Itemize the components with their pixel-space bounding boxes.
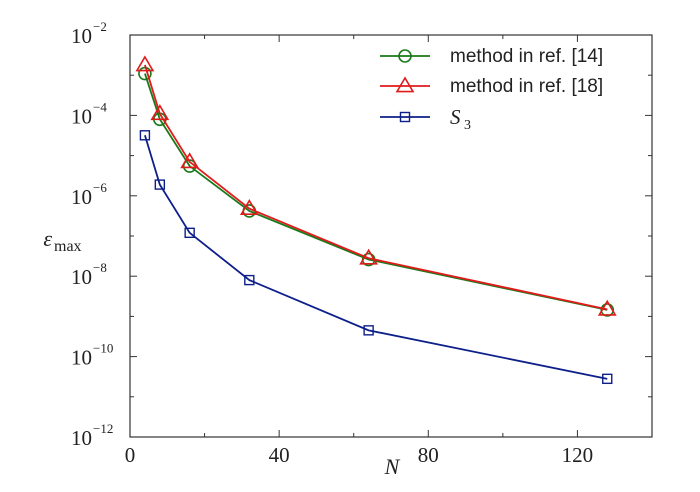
legend: method in ref. [14] method in ref. [18] S 3	[380, 46, 603, 133]
data-point	[139, 130, 151, 141]
series-3	[139, 130, 613, 385]
x-tick-label: 120	[562, 443, 594, 467]
x-tick-label: 40	[269, 443, 290, 467]
legend-entry-2: method in ref. [18]	[380, 76, 603, 97]
data-point	[597, 299, 617, 316]
y-tick-base: 10	[71, 24, 92, 48]
y-tick-label: 10 −6	[71, 180, 107, 209]
legend-label: S	[450, 105, 461, 129]
data-point	[600, 303, 615, 317]
data-point	[359, 248, 379, 265]
series-group	[135, 55, 617, 385]
x-tick-label: 80	[418, 443, 439, 467]
x-tick-label: 0	[125, 443, 136, 467]
y-tick-base: 10	[71, 426, 92, 450]
x-axis-ticks: 0 40 80 120	[125, 35, 593, 467]
y-tick-label: 10 −8	[71, 260, 107, 289]
y-tick-label: 10 −10	[71, 341, 113, 370]
x-axis-title: N	[384, 454, 401, 479]
y-tick-exponent: −10	[93, 341, 113, 356]
data-point	[602, 373, 613, 385]
legend-label-subscript: 3	[464, 118, 471, 133]
y-tick-label: 10 −2	[71, 19, 107, 48]
data-point	[150, 104, 170, 121]
data-point	[154, 179, 166, 190]
series-1	[138, 66, 615, 317]
legend-label: method in ref. [18]	[450, 76, 603, 97]
y-tick-exponent: −12	[93, 421, 113, 436]
series-line	[144, 135, 608, 380]
y-tick-base: 10	[71, 104, 92, 128]
y-tick-exponent: −6	[93, 180, 107, 195]
data-point	[180, 152, 200, 169]
y-tick-base: 10	[71, 346, 92, 370]
data-point	[244, 274, 255, 286]
legend-marker	[399, 111, 411, 123]
svg-text:ε: ε	[43, 226, 52, 251]
legend-marker	[398, 49, 412, 63]
y-tick-base: 10	[71, 265, 92, 289]
y-tick-label: 10 −4	[71, 99, 107, 128]
legend-label: method in ref. [14]	[450, 46, 603, 67]
y-axis-title-subscript: max	[54, 238, 82, 255]
y-tick-exponent: −4	[93, 99, 107, 114]
y-tick-exponent: −8	[93, 260, 107, 275]
legend-marker	[395, 76, 415, 93]
series-line	[144, 73, 608, 311]
legend-entry-1: method in ref. [14]	[380, 46, 603, 67]
y-tick-exponent: −2	[93, 19, 107, 34]
data-point	[184, 227, 195, 239]
series-line	[144, 64, 608, 311]
series-2	[135, 55, 617, 316]
y-tick-base: 10	[71, 185, 92, 209]
data-point	[239, 199, 259, 216]
y-axis-title: ε max	[43, 226, 81, 255]
data-point	[363, 325, 374, 336]
y-tick-label: 10 −12	[71, 421, 113, 450]
data-point	[135, 55, 155, 72]
